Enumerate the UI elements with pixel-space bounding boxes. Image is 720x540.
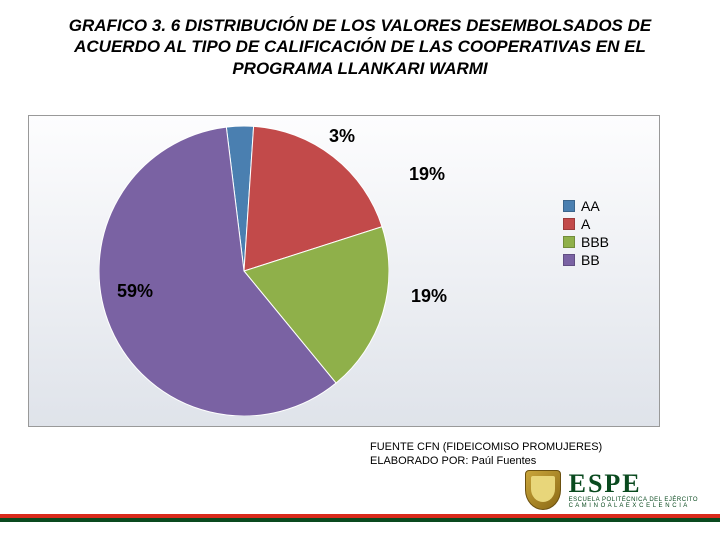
legend-label: BB [581, 252, 600, 268]
espe-text: ESPE [569, 471, 698, 497]
slice-label-bb: 59% [117, 281, 153, 302]
legend-item-bbb: BBB [563, 234, 609, 250]
source-text: FUENTE CFN (FIDEICOMISO PROMUJERES) ELAB… [370, 440, 602, 469]
legend-item-bb: BB [563, 252, 609, 268]
legend-swatch [563, 218, 575, 230]
legend-label: A [581, 216, 590, 232]
legend-label: BBB [581, 234, 609, 250]
chart-container: 3% 19% 19% 59% AAABBBBB [28, 115, 660, 427]
legend-swatch [563, 254, 575, 266]
source-line-1: FUENTE CFN (FIDEICOMISO PROMUJERES) [370, 440, 602, 454]
shield-icon [525, 470, 561, 510]
legend-item-a: A [563, 216, 609, 232]
chart-title: GRAFICO 3. 6 DISTRIBUCIÓN DE LOS VALORES… [40, 15, 680, 79]
pie-chart: 3% 19% 19% 59% [99, 126, 389, 416]
slice-label-a: 19% [409, 164, 445, 185]
legend-item-aa: AA [563, 198, 609, 214]
footer-bars [0, 514, 720, 522]
legend: AAABBBBB [563, 196, 609, 270]
espe-subtext-2: C A M I N O A L A E X C E L E N C I A [569, 503, 698, 509]
footer-bar-green [0, 518, 720, 522]
slice-label-bbb: 19% [411, 286, 447, 307]
legend-label: AA [581, 198, 600, 214]
source-line-2: ELABORADO POR: Paúl Fuentes [370, 454, 602, 468]
slice-label-aa: 3% [329, 126, 355, 147]
legend-swatch [563, 200, 575, 212]
page: GRAFICO 3. 6 DISTRIBUCIÓN DE LOS VALORES… [0, 0, 720, 540]
espe-wordmark: ESPE ESCUELA POLITÉCNICA DEL EJÉRCITO C … [569, 471, 698, 509]
footer-logo: ESPE ESCUELA POLITÉCNICA DEL EJÉRCITO C … [525, 470, 698, 510]
legend-swatch [563, 236, 575, 248]
